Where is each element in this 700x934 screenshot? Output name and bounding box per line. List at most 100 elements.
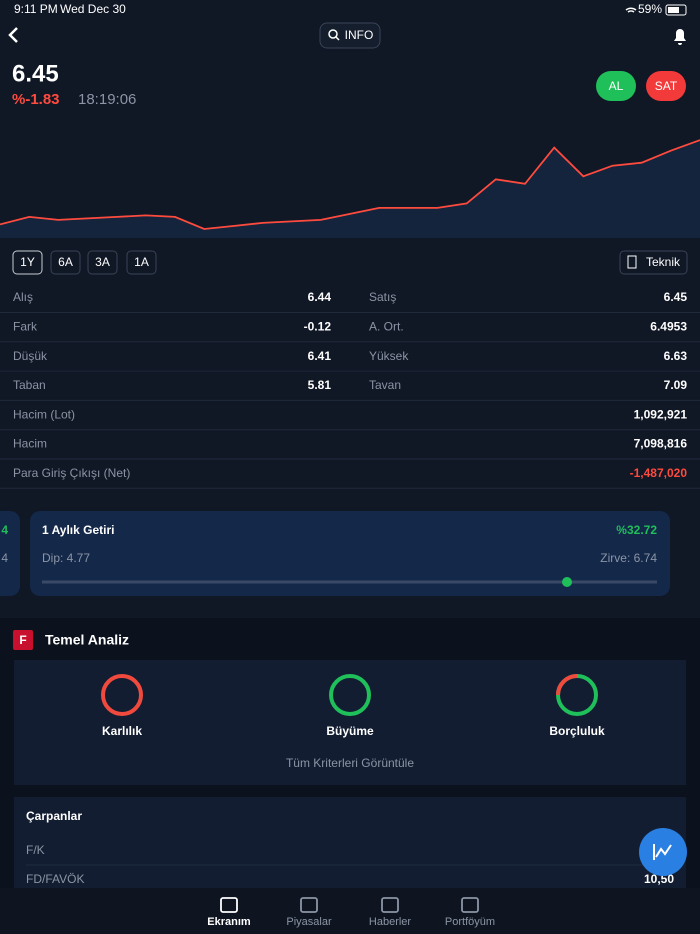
fundamental-title: Temel Analiz	[45, 632, 129, 648]
range-button[interactable]: 1A	[126, 250, 157, 275]
buy-button-bg	[596, 71, 636, 101]
battery-level	[668, 7, 679, 13]
range-button-frame	[50, 250, 81, 275]
range-button-frame	[12, 250, 43, 275]
search-icon	[335, 36, 340, 41]
info-button[interactable]: INFO	[319, 22, 381, 49]
criteria-panel	[14, 660, 686, 785]
range-button[interactable]: 3A	[87, 250, 118, 275]
stat-label: Tavan	[369, 378, 401, 392]
stat-value: -1,487,020	[630, 466, 688, 480]
stats-table: Alış 6.44 Satış 6.45 Fark -0.12 A. Ort. 6.4953 D…	[0, 290, 700, 489]
range-button[interactable]: 1Y	[12, 250, 43, 275]
teknik-frame	[619, 250, 688, 275]
range-button-label: 3A	[95, 255, 110, 269]
stat-label: Alış	[13, 290, 33, 304]
sell-button-bg	[646, 71, 686, 101]
back-button[interactable]	[8, 27, 18, 43]
stat-label: Taban	[13, 378, 46, 392]
stat-value: 6.63	[664, 349, 688, 363]
status-battery: 59%	[638, 2, 662, 16]
slider-dot	[562, 577, 572, 587]
multiple-label: FD/FAVÖK	[26, 872, 84, 886]
stat-label: Para Giriş Çıkışı (Net)	[13, 466, 130, 480]
side-card[interactable]	[0, 511, 20, 596]
side-value: 4	[1, 551, 8, 565]
stat-value: -0.12	[304, 319, 332, 333]
range-button-label: 6A	[58, 255, 73, 269]
stat-label: Hacim	[13, 437, 47, 451]
stat-label: Fark	[13, 319, 38, 333]
stat-label: Yüksek	[369, 349, 409, 363]
tabs: Ekranım Piyasalar Haberler Portföyüm	[207, 897, 495, 928]
bell-button[interactable]	[674, 29, 686, 45]
stat-label: Satış	[369, 290, 396, 304]
range-button-frame	[126, 250, 157, 275]
range-button-label: 1A	[134, 255, 149, 269]
price-line	[0, 139, 700, 230]
status-date: Wed Dec 30	[60, 2, 126, 16]
tab-bar	[0, 888, 700, 934]
tab-icon	[220, 897, 238, 913]
wifi-icon	[625, 7, 637, 13]
f-icon	[13, 630, 33, 650]
multiples-title: Çarpanlar	[26, 809, 82, 823]
stat-label: A. Ort.	[369, 319, 404, 333]
return-title: 1 Aylık Getiri	[42, 523, 114, 537]
teknik-button[interactable]: Teknik	[619, 250, 688, 275]
tab-icon	[381, 897, 399, 913]
teknik-icon	[627, 255, 637, 269]
info-button-frame	[319, 22, 381, 49]
return-value: %32.72	[616, 523, 657, 537]
stat-value: 7.09	[664, 378, 688, 392]
price-area	[0, 140, 700, 238]
price-chart	[0, 139, 700, 238]
stat-value: 6.4953	[650, 319, 687, 333]
status-time: 9:11 PM	[14, 2, 58, 16]
sell-button[interactable]: SAT	[646, 71, 686, 101]
stat-value: 1,092,921	[634, 407, 688, 421]
tab-label: Ekranım	[207, 916, 251, 928]
return-low: Dip: 4.77	[42, 551, 90, 565]
range-button[interactable]: 6A	[50, 250, 81, 275]
chart-fab[interactable]	[639, 828, 687, 876]
price: 6.45	[12, 60, 59, 87]
stat-value: 6.44	[308, 290, 332, 304]
criterion-ring	[329, 674, 371, 716]
stat-label: Düşük	[13, 349, 48, 363]
multiples-panel	[14, 797, 686, 892]
criterion-label[interactable]: Karlılık	[102, 724, 142, 738]
stat-value: 7,098,816	[634, 437, 688, 451]
view-all-link[interactable]: Tüm Kriterleri Görüntüle	[286, 756, 414, 770]
change: %-1.83	[12, 91, 60, 108]
tab-icon	[300, 897, 318, 913]
info-label: INFO	[345, 28, 374, 42]
return-card[interactable]	[30, 511, 670, 596]
f-icon-label: F	[19, 633, 26, 647]
fab-icon	[655, 844, 672, 858]
buy-button[interactable]: AL	[596, 71, 636, 101]
stat-value: 5.81	[308, 378, 332, 392]
tab-icon	[461, 897, 479, 913]
buy-label: AL	[609, 79, 624, 93]
criterion-ring	[101, 674, 143, 716]
sell-label: SAT	[655, 79, 678, 93]
stat-value: 6.45	[664, 290, 688, 304]
tab[interactable]: Portföyüm	[445, 897, 495, 928]
stat-value: 6.41	[308, 349, 332, 363]
tab[interactable]: Piyasalar	[286, 897, 332, 928]
teknik-label: Teknik	[646, 255, 681, 269]
tab-label: Haberler	[369, 916, 412, 928]
criterion-label[interactable]: Borçluluk	[549, 724, 605, 738]
search-icon	[328, 29, 338, 39]
tab[interactable]: Ekranım	[207, 897, 251, 928]
tab-label: Piyasalar	[286, 916, 332, 928]
return-high: Zirve: 6.74	[600, 551, 657, 565]
quote-time: 18:19:06	[78, 91, 136, 108]
criterion-label[interactable]: Büyüme	[326, 724, 374, 738]
stat-label: Hacim (Lot)	[13, 407, 75, 421]
range-buttons: 1Y 6A 3A 1A	[12, 250, 157, 275]
tab[interactable]: Haberler	[369, 897, 412, 928]
multiple-label: F/K	[26, 843, 45, 857]
